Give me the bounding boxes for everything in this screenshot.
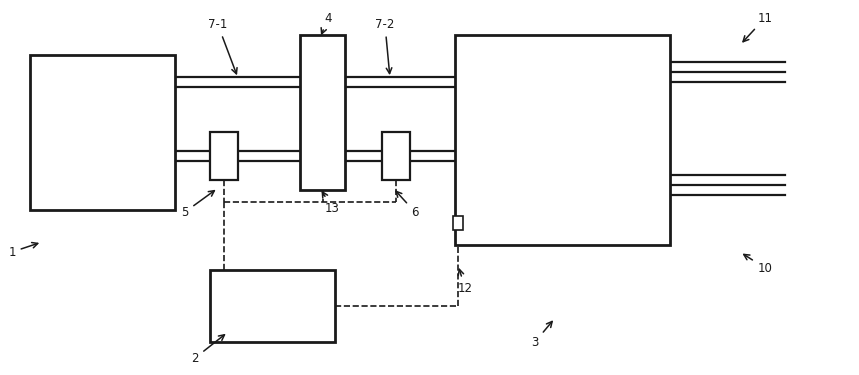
Text: 2: 2	[192, 335, 224, 364]
Text: 11: 11	[743, 12, 772, 42]
Bar	[210, 270, 335, 342]
Bar	[453, 216, 463, 230]
Text: 4: 4	[321, 12, 332, 34]
Bar	[300, 35, 345, 190]
Text: 7-2: 7-2	[375, 18, 394, 74]
Bar	[455, 35, 670, 245]
Text: 6: 6	[396, 191, 418, 219]
Text: 13: 13	[322, 192, 339, 214]
Text: 10: 10	[744, 254, 772, 274]
Text: 7-1: 7-1	[209, 18, 237, 74]
Text: 3: 3	[532, 321, 552, 348]
Bar	[210, 132, 238, 180]
Text: 5: 5	[181, 190, 215, 219]
Bar	[382, 132, 410, 180]
Text: 12: 12	[458, 269, 472, 294]
Bar	[30, 55, 175, 210]
Text: 1: 1	[9, 243, 38, 258]
